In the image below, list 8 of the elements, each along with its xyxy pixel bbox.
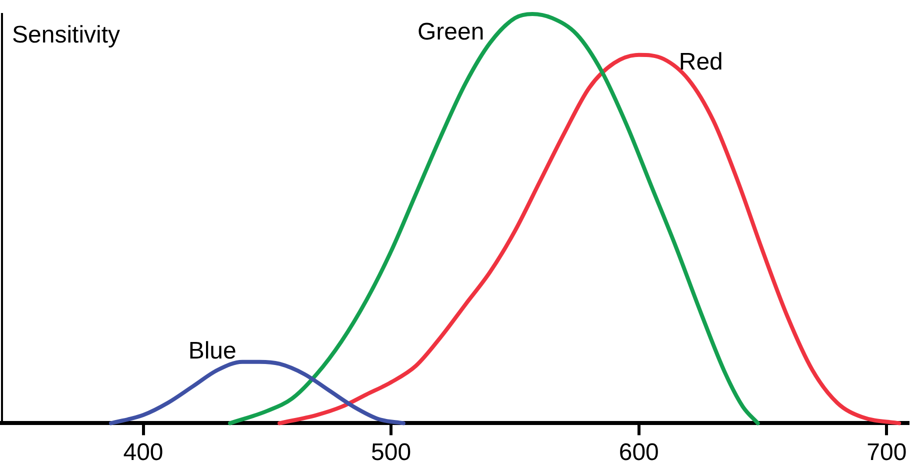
series-label: Blue xyxy=(188,337,236,364)
x-tick-label: 700 xyxy=(866,439,907,466)
series-label: Green xyxy=(417,18,484,46)
y-axis-title: Sensitivity xyxy=(12,22,120,49)
series-label: Red xyxy=(678,48,723,76)
x-tick-label: 400 xyxy=(123,439,164,466)
x-tick-label: 500 xyxy=(371,439,412,466)
x-tick-label: 600 xyxy=(618,439,659,466)
